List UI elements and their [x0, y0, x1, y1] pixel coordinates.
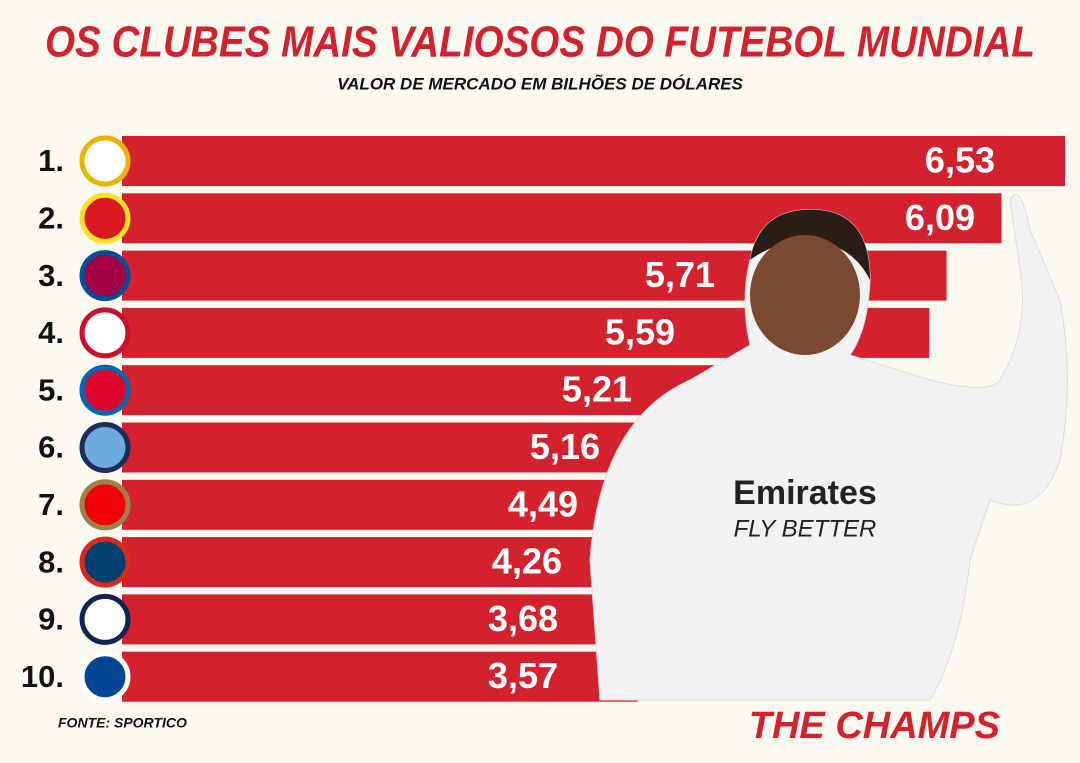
category-label: 7. [38, 487, 64, 522]
bar [122, 136, 1065, 186]
bar [122, 193, 1002, 244]
club-logo [79, 364, 131, 416]
category-label: 8. [38, 544, 64, 579]
club-logo [79, 135, 131, 187]
value-label: 5,21 [562, 369, 632, 410]
bar [122, 594, 654, 645]
value-label: 5,16 [530, 426, 600, 467]
club-logo [79, 250, 131, 302]
value-label: 4,49 [508, 483, 578, 524]
category-label: 1. [38, 143, 64, 178]
brand: THE CHAMPS [749, 705, 1000, 747]
club-logo [79, 422, 131, 473]
club-logo [79, 593, 131, 645]
category-label: 4. [38, 315, 64, 350]
player-photo: Emirates FLY BETTER [589, 193, 1068, 701]
category-label: 5. [38, 372, 64, 407]
category-label: 2. [38, 200, 64, 235]
chart-title: OS CLUBES MAIS VALIOSOS DO FUTEBOL MUNDI… [45, 18, 1035, 67]
value-label: 3,68 [488, 598, 558, 639]
club-logo [79, 536, 131, 588]
value-label: 5,59 [605, 311, 675, 352]
club-logo [79, 479, 131, 531]
value-label: 6,09 [905, 197, 975, 238]
category-label: 6. [38, 430, 64, 465]
source: FONTE: SPORTICO [58, 715, 187, 731]
club-logo [79, 307, 131, 359]
jersey-sponsor: FLY BETTER [734, 515, 877, 542]
category-label: 10. [21, 659, 64, 694]
value-label: 3,57 [488, 655, 558, 696]
bar [122, 651, 638, 702]
jersey-sponsor: Emirates [733, 474, 877, 512]
value-label: 4,26 [492, 541, 562, 582]
chart-subtitle: VALOR DE MERCADO EM BILHÕES DE DÓLARES [337, 73, 743, 93]
club-logo [79, 192, 131, 244]
category-label: 9. [38, 602, 64, 637]
value-label: 5,71 [645, 254, 715, 295]
value-label: 6,53 [925, 140, 995, 181]
category-label: 3. [38, 258, 64, 293]
club-logo [79, 651, 131, 703]
